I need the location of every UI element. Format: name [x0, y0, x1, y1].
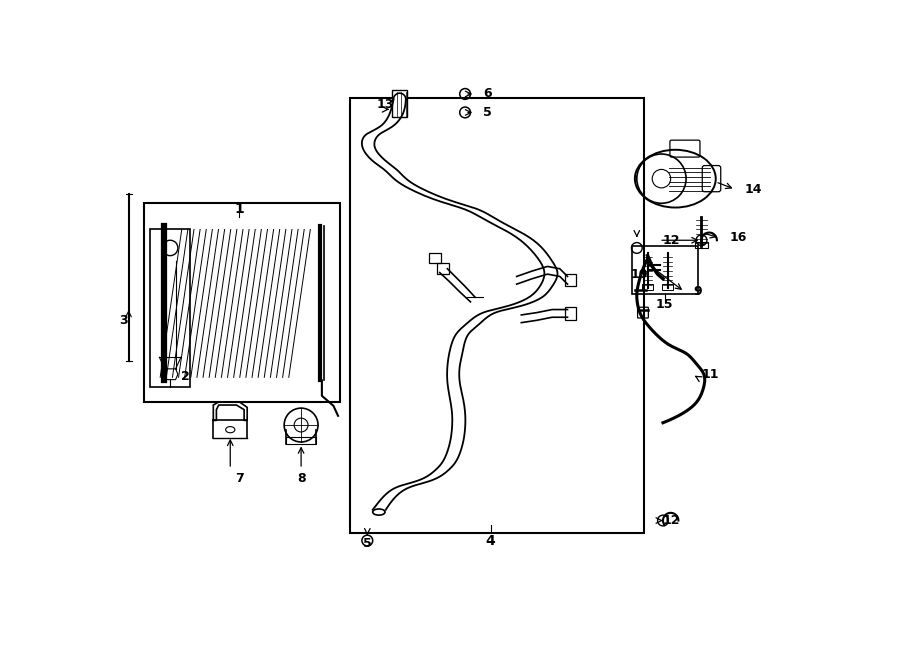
- Text: 5: 5: [482, 106, 491, 119]
- Text: 7: 7: [235, 473, 244, 485]
- Bar: [632, 247, 698, 294]
- Bar: [144, 204, 340, 402]
- Text: 3: 3: [120, 314, 129, 327]
- Text: 16: 16: [729, 231, 747, 245]
- Bar: [436, 263, 449, 274]
- Text: 2: 2: [181, 370, 190, 383]
- Bar: [150, 229, 190, 387]
- Text: 14: 14: [744, 183, 762, 196]
- Bar: [643, 284, 653, 290]
- Text: 5: 5: [363, 537, 372, 550]
- Bar: [349, 98, 644, 533]
- Text: 10: 10: [630, 268, 648, 281]
- Text: 11: 11: [701, 368, 719, 381]
- Text: 15: 15: [656, 298, 673, 311]
- Bar: [429, 253, 441, 263]
- Bar: [662, 284, 673, 290]
- Text: 1: 1: [235, 202, 245, 216]
- Bar: [565, 307, 576, 321]
- Text: 9: 9: [694, 286, 702, 298]
- Text: 12: 12: [663, 514, 680, 527]
- Text: 8: 8: [297, 473, 305, 485]
- Text: 4: 4: [486, 533, 495, 547]
- Bar: [285, 438, 317, 444]
- Text: 13: 13: [376, 98, 393, 111]
- Bar: [695, 242, 708, 248]
- Bar: [565, 274, 576, 286]
- Text: 6: 6: [482, 87, 491, 100]
- Text: 12: 12: [663, 234, 680, 247]
- Bar: [392, 90, 408, 117]
